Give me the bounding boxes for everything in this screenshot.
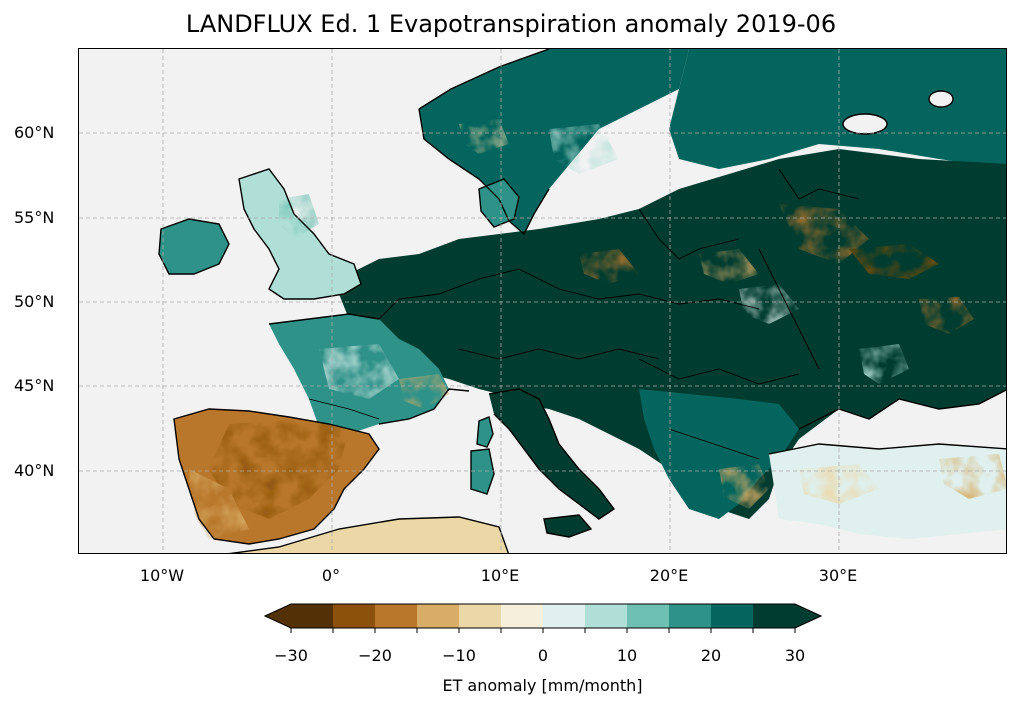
lake-onega (929, 91, 953, 107)
colorbar-segment (543, 604, 586, 628)
lat-tick-label: 45°N (14, 376, 55, 395)
colorbar-segment (291, 604, 334, 628)
lon-tick-label: 0° (321, 566, 341, 585)
colorbar-tick-label: 10 (616, 646, 638, 665)
colorbar-segment (711, 604, 754, 628)
colorbar-segment (417, 604, 460, 628)
colorbar (264, 603, 822, 633)
colorbar-segment (501, 604, 544, 628)
lon-tick-label: 30°E (818, 566, 858, 585)
colorbar-segment (459, 604, 502, 628)
land-balkans (639, 389, 799, 519)
lon-tick-label: 20°E (649, 566, 689, 585)
map-title: LANDFLUX Ed. 1 Evapotranspiration anomal… (185, 10, 837, 38)
land-denmark (479, 179, 519, 227)
land-italy (489, 389, 614, 519)
colorbar-segment (585, 604, 628, 628)
colorbar-segments (265, 604, 821, 628)
colorbar-segment (753, 604, 796, 628)
land-ireland (159, 219, 229, 274)
lat-tick-label: 40°N (14, 461, 55, 480)
colorbar-tick-label: −10 (442, 646, 476, 665)
lat-tick-label: 55°N (14, 208, 55, 227)
colorbar-label: ET anomaly [mm/month] (442, 676, 643, 695)
country-borders (308, 168, 860, 460)
dry-patches (189, 119, 1006, 539)
colorbar-ticks (290, 628, 796, 633)
lon-tick-label: 10°W (139, 566, 185, 585)
colorbar-extend-max (795, 604, 821, 628)
colorbar-tick-label: −30 (274, 646, 308, 665)
land-sardinia (471, 449, 494, 494)
gridlines (79, 49, 1006, 553)
lon-tick-label: 10°E (480, 566, 520, 585)
land-northeast (669, 49, 1006, 169)
light-patches (279, 124, 909, 399)
anomaly-field (159, 49, 1006, 553)
colorbar-segment (627, 604, 670, 628)
coastlines (158, 49, 1006, 553)
map-canvas (79, 49, 1006, 553)
colorbar-segment (375, 604, 418, 628)
colorbar-segment (669, 604, 712, 628)
lake-ladoga (843, 114, 887, 134)
lat-tick-label: 50°N (14, 292, 55, 311)
colorbar-extend-min (265, 604, 291, 628)
colorbar-segment (333, 604, 376, 628)
map-panel (78, 48, 1007, 554)
land-corsica (477, 417, 493, 447)
lat-tick-label: 60°N (14, 123, 55, 142)
colorbar-tick-label: 0 (537, 646, 549, 665)
land-north-africa (234, 517, 509, 553)
colorbar-tick-label: 20 (700, 646, 722, 665)
colorbar-tick-label: −20 (358, 646, 392, 665)
land-sicily (544, 515, 591, 537)
colorbar-tick-label: 30 (784, 646, 806, 665)
